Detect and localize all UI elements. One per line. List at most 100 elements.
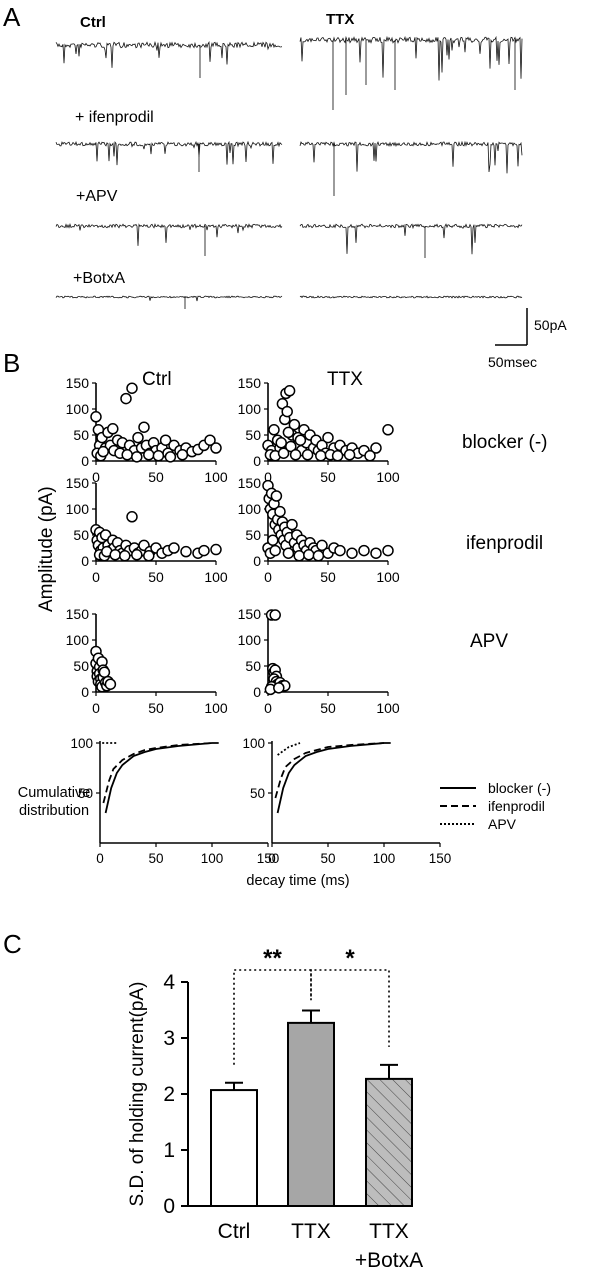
scatter-x-tick-label: 50 (148, 700, 164, 716)
scatter-y-tick-label: 100 (66, 632, 90, 648)
cumulative-y-label-line1: Cumulative (18, 785, 91, 801)
scatter-point (269, 609, 281, 621)
scatter-point (334, 544, 346, 557)
scatter-point (138, 421, 150, 433)
significance-bracket (310, 969, 390, 1047)
scatter-point (316, 539, 328, 552)
trace-row-label-botxa: +BotxA (73, 270, 125, 287)
scatter-y-tick-label: 100 (238, 401, 262, 417)
scatter-x-tick-label: 100 (204, 569, 228, 585)
scatter-x-tick-label: 50 (320, 700, 336, 716)
cumulative-x-tick-label: 150 (257, 851, 280, 866)
scatter-y-tick-label: 100 (238, 632, 262, 648)
bar (287, 1021, 335, 1207)
cumulative-line-solid (276, 742, 391, 814)
scatter-y-tick-label: 150 (66, 475, 90, 491)
scatter-point (159, 434, 172, 446)
cumulative-x-tick-label: 100 (373, 851, 396, 866)
trace-line (299, 295, 523, 299)
scatter-point (274, 505, 286, 518)
scatter-x-tick-label: 50 (320, 569, 336, 585)
scatter-y-tick-label: 150 (238, 475, 262, 491)
scatter-point (283, 385, 296, 397)
cumulative-legend: blocker (-) ifenprodil APV (440, 780, 551, 832)
cumulative-line-solid (104, 742, 219, 814)
trace-line (55, 295, 283, 302)
scatter-point (364, 450, 376, 462)
scatter-row-label-blocker: blocker (-) (462, 432, 548, 453)
scatter-point (152, 450, 165, 462)
scatter-point (269, 544, 281, 557)
scatter-point (370, 442, 382, 454)
scatter-point (343, 449, 356, 461)
scatter-col-title-ctrl: Ctrl (142, 369, 172, 390)
panel-a-label: A (3, 2, 21, 32)
cumulative-x-tick-label: 0 (96, 851, 104, 866)
scatter-point (303, 549, 315, 561)
panel-c-label: C (3, 929, 22, 959)
scatter-y-tick-label: 150 (66, 606, 90, 622)
scatter-x-tick-label: 0 (92, 469, 100, 485)
scatter-point (98, 666, 111, 678)
electrophysiology-traces (55, 35, 523, 309)
scatter-y-tick-label: 50 (73, 527, 89, 543)
trace-line (299, 35, 523, 81)
scatter-point (275, 437, 287, 449)
scatter-point (119, 550, 131, 562)
scatter-y-tick-label: 0 (253, 684, 261, 700)
cumulative-x-tick-label: 0 (268, 851, 276, 866)
scatter-y-tick-label: 50 (245, 427, 261, 443)
cumulative-y-label-line2: distribution (19, 803, 89, 819)
scatter-y-tick-label: 50 (73, 427, 89, 443)
scatter-point (358, 544, 370, 557)
scatter-point (126, 382, 138, 394)
scatter-point (180, 545, 192, 558)
cumulative-y-tick-label: 100 (70, 736, 93, 751)
scatter-point (289, 449, 302, 461)
scatter-point (126, 511, 138, 523)
trace-row-label-apv: +APV (76, 188, 118, 205)
bar-category-label: TTX (291, 1220, 331, 1243)
trace-line (299, 223, 523, 255)
panel-b-label: B (3, 348, 20, 378)
scatter-point (288, 418, 301, 431)
bar-y-tick-label: 0 (163, 1195, 175, 1218)
scatter-y-tick-label: 100 (66, 401, 90, 417)
bar-category-label: Ctrl (218, 1220, 251, 1243)
trace-line (55, 40, 283, 68)
bar-y-tick-label: 4 (163, 971, 175, 994)
bar-y-tick-label: 2 (163, 1083, 175, 1106)
scatter-y-tick-label: 150 (66, 375, 90, 391)
scatter-y-tick-label: 0 (81, 453, 89, 469)
scatter-x-tick-label: 0 (264, 569, 272, 585)
scatter-point (109, 549, 121, 561)
scatter-row-label-ifenprodil: ifenprodil (466, 533, 543, 554)
cumulative-x-tick-label: 50 (320, 851, 335, 866)
trace-line (299, 140, 523, 174)
scatter-x-tick-label: 50 (320, 469, 336, 485)
scatter-y-tick-label: 100 (238, 501, 262, 517)
legend-label-blocker: blocker (-) (488, 780, 551, 796)
cumulative-x-tick-label: 100 (201, 851, 224, 866)
scatter-point (370, 547, 382, 559)
scatter-x-tick-label: 100 (376, 569, 400, 585)
scatter-row-label-apv: APV (470, 631, 508, 652)
scatter-point (282, 426, 295, 439)
scatter-point (121, 449, 133, 461)
scatter-point (210, 543, 222, 556)
bar-y-axis-label: S.D. of holding current(pA) (127, 982, 148, 1207)
cumulative-line-dashed (102, 742, 213, 804)
scatter-point (120, 392, 132, 405)
scatter-y-axis-label: Amplitude (pA) (36, 486, 57, 612)
cumulative-x-label: decay time (ms) (246, 873, 349, 889)
trace-line (55, 140, 283, 166)
scatter-point (131, 549, 143, 561)
scatter-y-tick-label: 150 (238, 606, 262, 622)
bar-category-label: +BotxA (355, 1249, 423, 1272)
trace-row-label-ifenprodil: + ifenprodil (75, 109, 154, 126)
scatter-x-tick-label: 50 (148, 569, 164, 585)
cumulative-x-tick-label: 50 (148, 851, 163, 866)
scatter-y-tick-label: 50 (245, 658, 261, 674)
scatter-point (281, 405, 293, 418)
